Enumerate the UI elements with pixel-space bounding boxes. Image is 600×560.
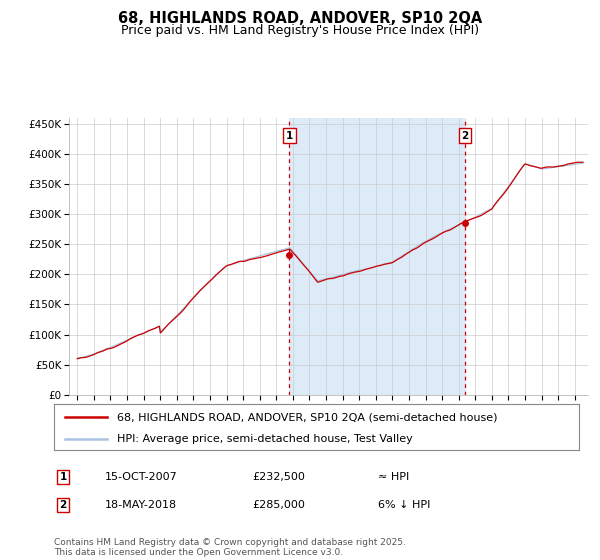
Text: Contains HM Land Registry data © Crown copyright and database right 2025.
This d: Contains HM Land Registry data © Crown c… — [54, 538, 406, 557]
Text: 15-OCT-2007: 15-OCT-2007 — [105, 472, 178, 482]
Text: 2: 2 — [59, 500, 67, 510]
Text: 68, HIGHLANDS ROAD, ANDOVER, SP10 2QA: 68, HIGHLANDS ROAD, ANDOVER, SP10 2QA — [118, 11, 482, 26]
Text: 68, HIGHLANDS ROAD, ANDOVER, SP10 2QA (semi-detached house): 68, HIGHLANDS ROAD, ANDOVER, SP10 2QA (s… — [117, 412, 497, 422]
Text: ≈ HPI: ≈ HPI — [378, 472, 409, 482]
Text: 1: 1 — [286, 130, 293, 141]
Text: 18-MAY-2018: 18-MAY-2018 — [105, 500, 177, 510]
Text: £285,000: £285,000 — [252, 500, 305, 510]
Text: 1: 1 — [59, 472, 67, 482]
Bar — [289, 118, 465, 395]
Text: 2: 2 — [461, 130, 469, 141]
Text: £232,500: £232,500 — [252, 472, 305, 482]
Text: HPI: Average price, semi-detached house, Test Valley: HPI: Average price, semi-detached house,… — [117, 434, 413, 444]
Text: Price paid vs. HM Land Registry's House Price Index (HPI): Price paid vs. HM Land Registry's House … — [121, 24, 479, 36]
Text: 6% ↓ HPI: 6% ↓ HPI — [378, 500, 430, 510]
